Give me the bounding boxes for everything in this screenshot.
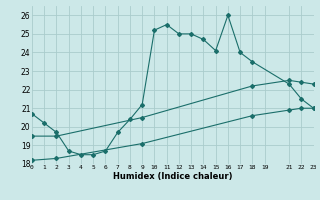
X-axis label: Humidex (Indice chaleur): Humidex (Indice chaleur) (113, 172, 233, 181)
